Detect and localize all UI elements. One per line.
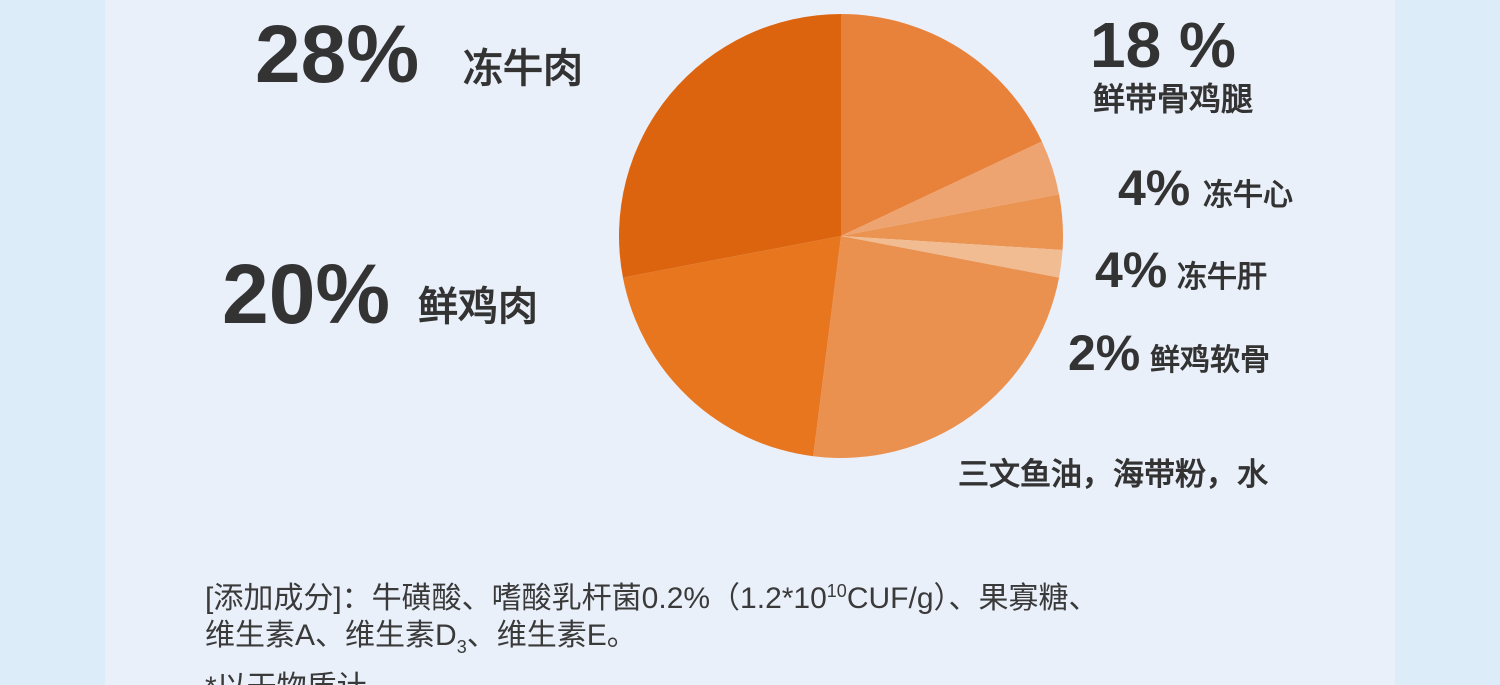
category-label: 鲜鸡软骨: [1150, 344, 1270, 377]
note-line: [添加成分]：牛磺酸、嗜酸乳杆菌0.2%（1.2*1010CUF/g）、果寡糖、: [205, 581, 1099, 615]
category-label: 冻牛心: [1203, 178, 1293, 212]
value-label: 4%: [1095, 242, 1167, 298]
pie-slice: [841, 14, 1042, 236]
pie-slice: [622, 236, 841, 457]
pie-slice: [841, 236, 1063, 278]
value-label: 20%: [222, 247, 390, 341]
category-label: 鲜鸡肉: [418, 285, 538, 329]
pie-slice: [813, 236, 1060, 458]
note-sup: 10: [827, 581, 847, 601]
value-label: 2%: [1068, 325, 1140, 381]
pie-slice: [619, 14, 841, 278]
note-line: 维生素A、维生素D3、维生素E。: [205, 619, 637, 657]
pie-slice: [841, 194, 1063, 250]
note-text: CUF/g）、果寡糖、: [847, 582, 1099, 615]
value-label: 28%: [255, 9, 419, 100]
category-label: 冻牛肝: [1177, 260, 1267, 294]
note-sub: 3: [457, 637, 467, 657]
category-label: 三文鱼油，海带粉，水: [958, 457, 1269, 492]
pie: [619, 14, 1063, 458]
pie-slice: [841, 141, 1060, 236]
value-label: 18 %: [1090, 9, 1236, 81]
note-text: 维生素A、维生素D: [205, 619, 457, 652]
category-label: 鲜带骨鸡腿: [1093, 81, 1253, 117]
value-label: 4%: [1118, 160, 1190, 216]
note-line: *以干物质计: [205, 671, 367, 685]
note-text: [添加成分]：牛磺酸、嗜酸乳杆菌0.2%（1.2*10: [205, 582, 827, 615]
note-text: 、维生素E。: [467, 619, 637, 652]
category-label: 冻牛肉: [463, 47, 583, 91]
